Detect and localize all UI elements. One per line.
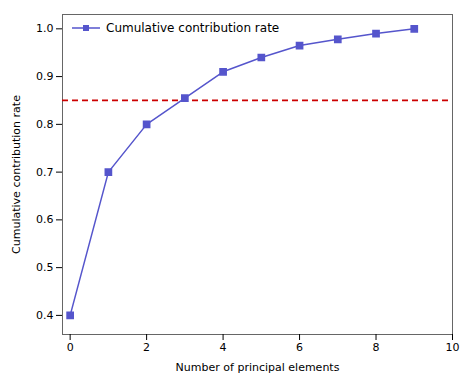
svg-text:10: 10: [446, 341, 460, 354]
html-text:Cumulative contribution rate: Cumulative contribution rate: [106, 21, 280, 35]
svg-text:0.5: 0.5: [36, 261, 54, 274]
svg-text:8: 8: [373, 341, 380, 354]
svg-text:0.9: 0.9: [36, 70, 54, 83]
svg-text:4: 4: [220, 341, 227, 354]
svg-text:2: 2: [143, 341, 150, 354]
svg-text:1.0: 1.0: [36, 22, 54, 35]
svg-text:0.8: 0.8: [36, 118, 54, 131]
svg-text:0.7: 0.7: [36, 166, 54, 179]
svg-text:Number of principal elements: Number of principal elements: [176, 361, 340, 374]
svg-text:0.6: 0.6: [36, 213, 54, 226]
svg-text:6: 6: [296, 341, 303, 354]
svg-text:Cumulative contribution rate: Cumulative contribution rate: [10, 95, 23, 254]
svg-text:0.4: 0.4: [36, 309, 54, 322]
svg-text:0: 0: [67, 341, 74, 354]
